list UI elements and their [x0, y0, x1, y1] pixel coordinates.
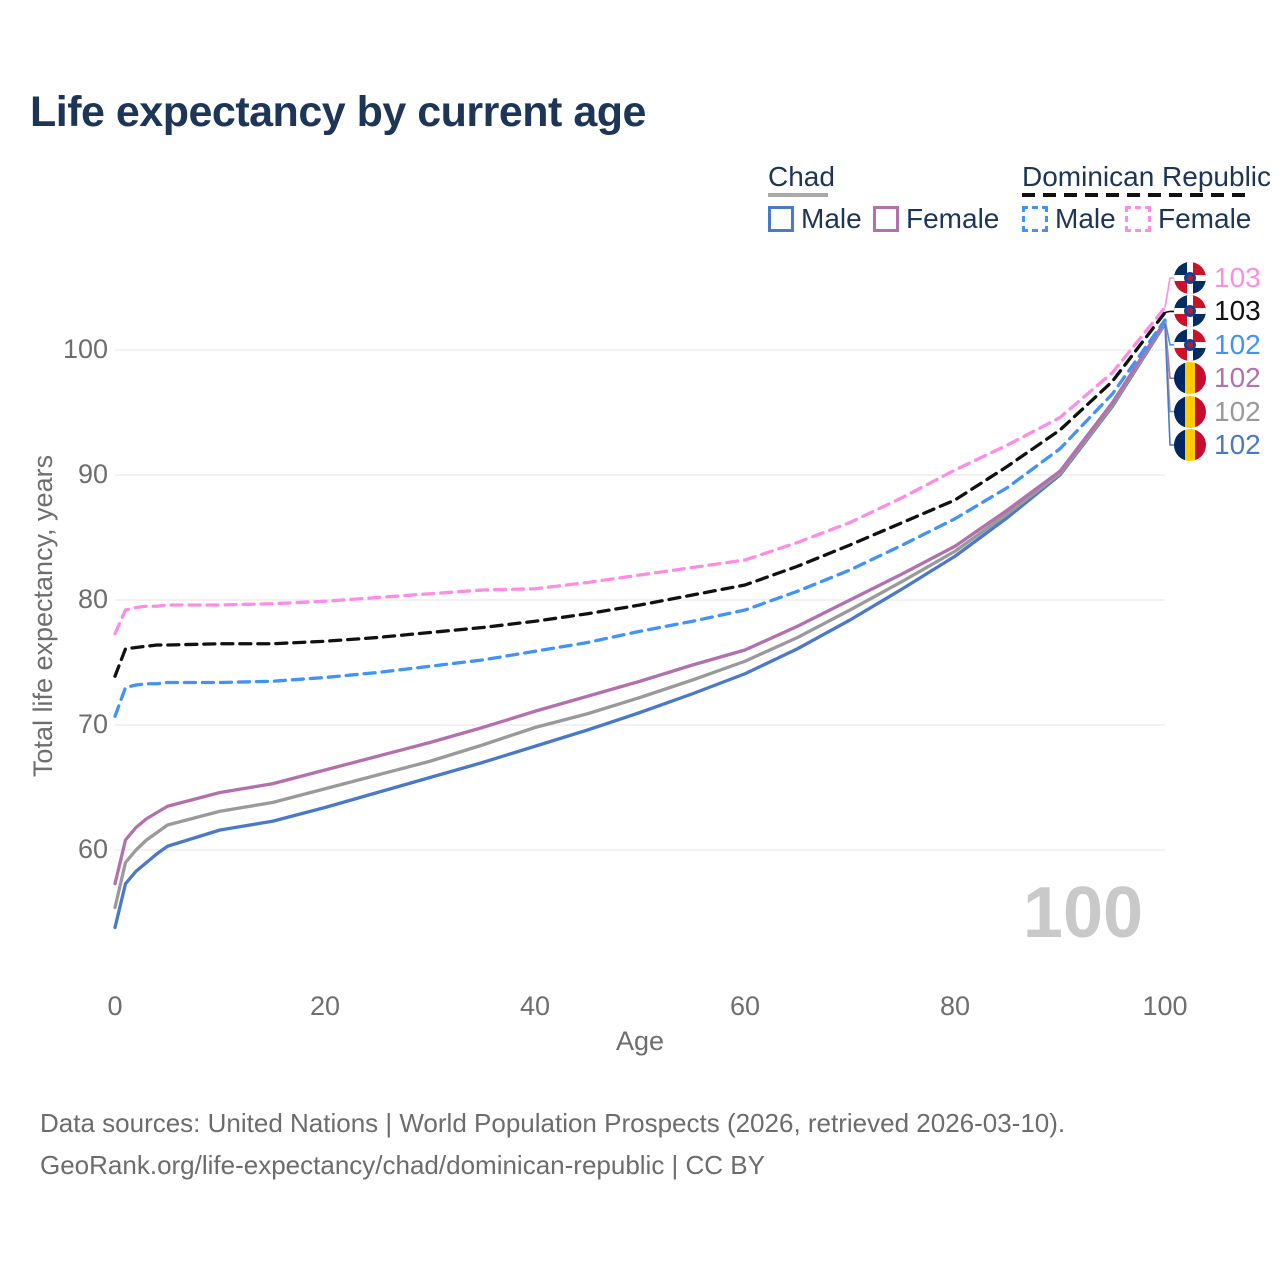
age-watermark: 100	[1022, 873, 1144, 953]
x-tick-0: 0	[107, 991, 123, 1021]
end-value-label: 102	[1214, 362, 1261, 394]
x-axis-title: Age	[615, 1026, 665, 1056]
end-value-label: 102	[1214, 429, 1261, 460]
x-tick-20: 20	[309, 991, 341, 1021]
legend-group-dominican-republic[interactable]: Dominican Republic	[1022, 161, 1272, 192]
x-tick-60: 60	[729, 991, 761, 1021]
legend-label-dominican-republic-female[interactable]: Female	[1158, 203, 1252, 234]
legend-label-chad-male[interactable]: Male	[801, 203, 862, 234]
y-tick-60: 60	[77, 834, 108, 864]
legend-dominican-republic-dashed-line-sample	[1022, 193, 1248, 197]
series-line-chad_all[interactable]	[113, 320, 1167, 910]
x-tick-40: 40	[519, 991, 551, 1021]
end-label-row: 102	[1174, 429, 1261, 461]
attribution-text: GeoRank.org/life-expectancy/chad/dominic…	[40, 1150, 765, 1180]
chad-flag-icon	[1174, 429, 1206, 461]
end-value-label: 103	[1214, 262, 1261, 293]
series-line-dr_all[interactable]	[113, 310, 1167, 678]
end-label-row: 102	[1174, 362, 1261, 395]
end-label-row: 103	[1174, 295, 1261, 328]
end-label-row: 102	[1174, 395, 1261, 428]
end-label-row: 103	[1174, 262, 1261, 294]
end-value-label: 103	[1214, 295, 1261, 327]
data-sources-text: Data sources: United Nations | World Pop…	[40, 1108, 1066, 1138]
legend-label-dominican-republic-male[interactable]: Male	[1055, 203, 1116, 234]
y-tick-70: 70	[77, 709, 108, 739]
dominican-republic-flag-icon	[1174, 328, 1206, 361]
legend-swatch-dominican-republic-male[interactable]	[1022, 206, 1048, 232]
end-value-label: 102	[1214, 328, 1261, 360]
chad-flag-icon	[1174, 362, 1206, 395]
y-tick-80: 80	[77, 584, 108, 614]
dominican-republic-flag-icon	[1174, 262, 1206, 294]
end-value-label: 102	[1214, 395, 1261, 427]
series-line-dr_male[interactable]	[113, 318, 1167, 718]
series-line-chad_female[interactable]	[113, 319, 1167, 886]
end-label-row: 102	[1174, 328, 1261, 361]
y-tick-100: 100	[62, 334, 108, 364]
legend-label-chad-female[interactable]: Female	[906, 203, 1000, 234]
legend-swatch-chad-male[interactable]	[768, 206, 794, 232]
y-tick-90: 90	[77, 459, 108, 489]
legend-chad-solid-line-sample	[768, 193, 828, 197]
dominican-republic-flag-icon	[1174, 295, 1206, 328]
series-line-dr_female[interactable]	[113, 305, 1167, 636]
series-line-chad_male[interactable]	[113, 322, 1167, 930]
page-title: Life expectancy by current age	[30, 88, 646, 136]
legend-swatch-dominican-republic-female[interactable]	[1125, 206, 1151, 232]
x-tick-80: 80	[939, 991, 971, 1021]
chad-flag-icon	[1174, 395, 1206, 428]
x-tick-100: 100	[1142, 991, 1188, 1021]
legend-swatch-chad-female[interactable]	[873, 206, 899, 232]
legend-group-chad[interactable]: Chad	[768, 161, 835, 192]
